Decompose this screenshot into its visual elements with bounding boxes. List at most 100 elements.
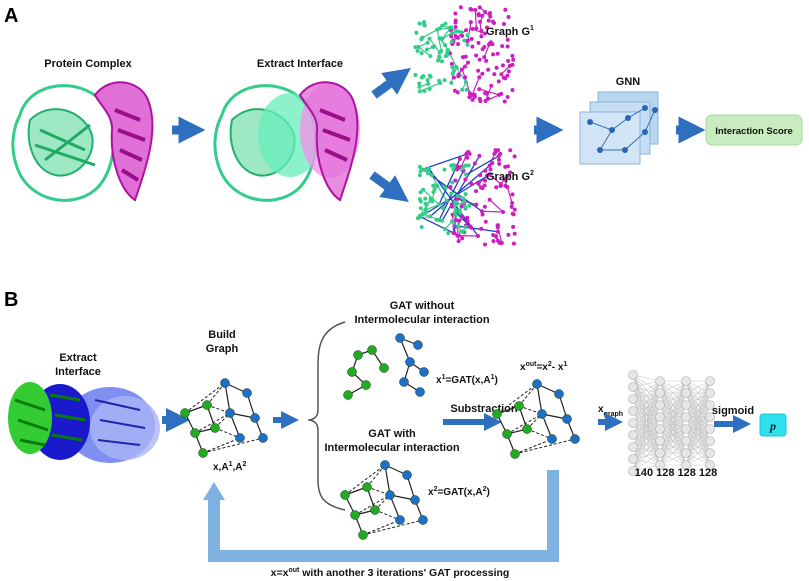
node [367, 345, 377, 355]
node [562, 414, 572, 424]
atom [476, 13, 481, 18]
mlp-neuron [681, 412, 691, 422]
gat-with-line2: Intermolecular interaction [324, 442, 459, 454]
atom [453, 24, 458, 29]
atom [449, 191, 454, 196]
mlp-neuron [628, 406, 638, 416]
mlp-edge [659, 380, 687, 430]
atom [452, 231, 457, 236]
difference-graph [492, 379, 580, 459]
atom [418, 190, 423, 195]
atom [465, 219, 470, 224]
atom [511, 241, 516, 246]
mlp-neuron [655, 400, 665, 410]
atom [459, 67, 464, 72]
atom [458, 5, 463, 10]
atom [449, 39, 454, 44]
atom [503, 7, 508, 12]
mlp-edge [685, 380, 711, 406]
atom [423, 201, 428, 206]
bond [456, 198, 477, 206]
atom [463, 54, 468, 59]
atom [468, 20, 473, 25]
atom [496, 153, 501, 158]
atom [483, 9, 488, 14]
mlp-neuron [655, 412, 665, 422]
atom [466, 149, 471, 154]
sigmoid-label: sigmoid [712, 405, 754, 417]
atom [494, 65, 499, 70]
atom [512, 154, 517, 159]
inter-edge [354, 494, 391, 516]
atom [511, 57, 516, 62]
atom [496, 79, 501, 84]
atom [453, 11, 458, 16]
mlp-edge [632, 380, 661, 412]
atom [449, 62, 454, 67]
atom [511, 212, 516, 217]
atom [501, 210, 506, 215]
atom [495, 51, 500, 56]
mlp-neuron [705, 376, 715, 386]
node [235, 433, 245, 443]
edge [224, 382, 231, 414]
mlp-neuron [628, 454, 638, 464]
xgraph-label: xgraph [598, 404, 623, 418]
atom [510, 62, 515, 67]
node [410, 495, 420, 505]
atom [423, 196, 428, 201]
atom [419, 75, 424, 80]
mlp-edge [685, 440, 711, 466]
bond [489, 199, 504, 213]
node [250, 413, 260, 423]
atom [493, 234, 498, 239]
atom [482, 204, 487, 209]
mlp-edge [632, 380, 661, 400]
node [532, 379, 542, 389]
node [350, 510, 360, 520]
mlp-neuron [655, 460, 665, 470]
atom [437, 54, 442, 59]
atom [450, 180, 455, 185]
mlp-edge [659, 416, 687, 466]
atom [508, 148, 513, 153]
atom [505, 44, 510, 49]
node [502, 429, 512, 439]
atom [436, 58, 441, 63]
node [379, 363, 389, 373]
node [353, 350, 363, 360]
atom [477, 87, 482, 92]
atom [465, 155, 470, 160]
bond [506, 186, 513, 204]
atom [425, 40, 430, 45]
atom [474, 26, 479, 31]
atom [478, 19, 483, 24]
atom [435, 27, 440, 32]
atom [455, 35, 460, 40]
node [220, 378, 230, 388]
atom [479, 209, 484, 214]
interaction-edge [454, 211, 471, 227]
atom [467, 91, 472, 96]
mlp-neuron [681, 448, 691, 458]
node [362, 482, 372, 492]
mlp-neuron [705, 400, 715, 410]
atom [496, 148, 501, 153]
atom [509, 204, 514, 209]
extract-interface-label: Extract Interface [257, 58, 343, 70]
node [415, 387, 425, 397]
mlp-edge [685, 380, 711, 418]
atom [449, 31, 454, 36]
atom [418, 199, 423, 204]
bond [464, 77, 471, 94]
atom [476, 68, 481, 73]
build-graph-line2: Graph [206, 343, 239, 355]
atom [463, 75, 468, 80]
atom [508, 170, 513, 175]
mlp-edge [632, 416, 661, 472]
gat-without-line1: GAT without [390, 300, 455, 312]
atom [455, 90, 460, 95]
atom [506, 69, 511, 74]
node [418, 515, 428, 525]
gat-with-graph [340, 460, 428, 540]
